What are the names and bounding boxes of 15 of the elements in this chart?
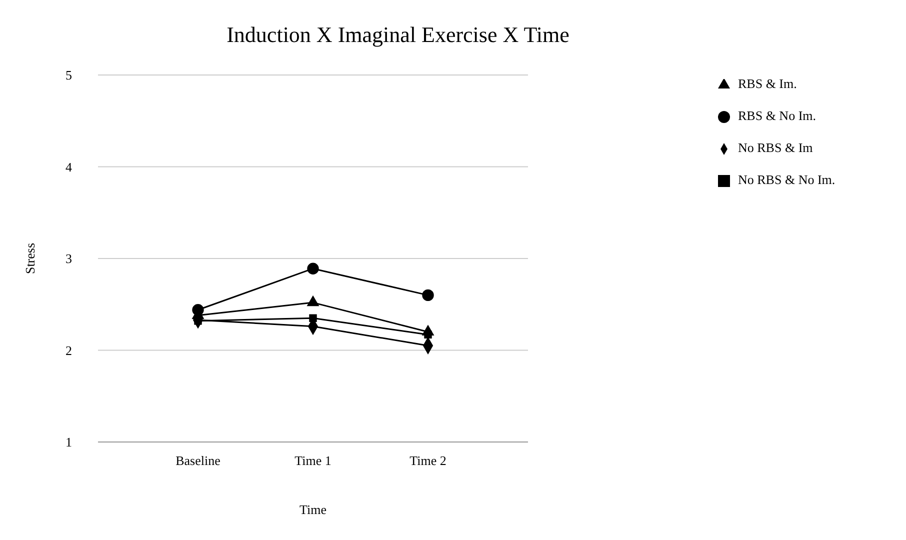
y-tick-label: 1 (66, 434, 72, 450)
x-tick-label: Time 2 (410, 453, 446, 468)
y-tick-label: 5 (66, 68, 72, 83)
y-tick-label: 3 (66, 251, 72, 266)
legend-label: No RBS & No Im. (738, 172, 836, 187)
y-tick-label: 2 (66, 342, 72, 358)
x-axis-title: Time (300, 502, 327, 517)
y-axis-title: Stress (22, 242, 38, 274)
legend-label: No RBS & Im (738, 140, 813, 155)
chart-title: Induction X Imaginal Exercise X Time (226, 22, 570, 48)
x-tick-label: Time 1 (294, 453, 332, 468)
y-tick-label: 4 (66, 159, 72, 174)
legend-label: RBS & No Im. (738, 108, 816, 123)
legend-label: RBS & Im. (738, 76, 797, 91)
x-tick-label: Baseline (176, 453, 221, 468)
